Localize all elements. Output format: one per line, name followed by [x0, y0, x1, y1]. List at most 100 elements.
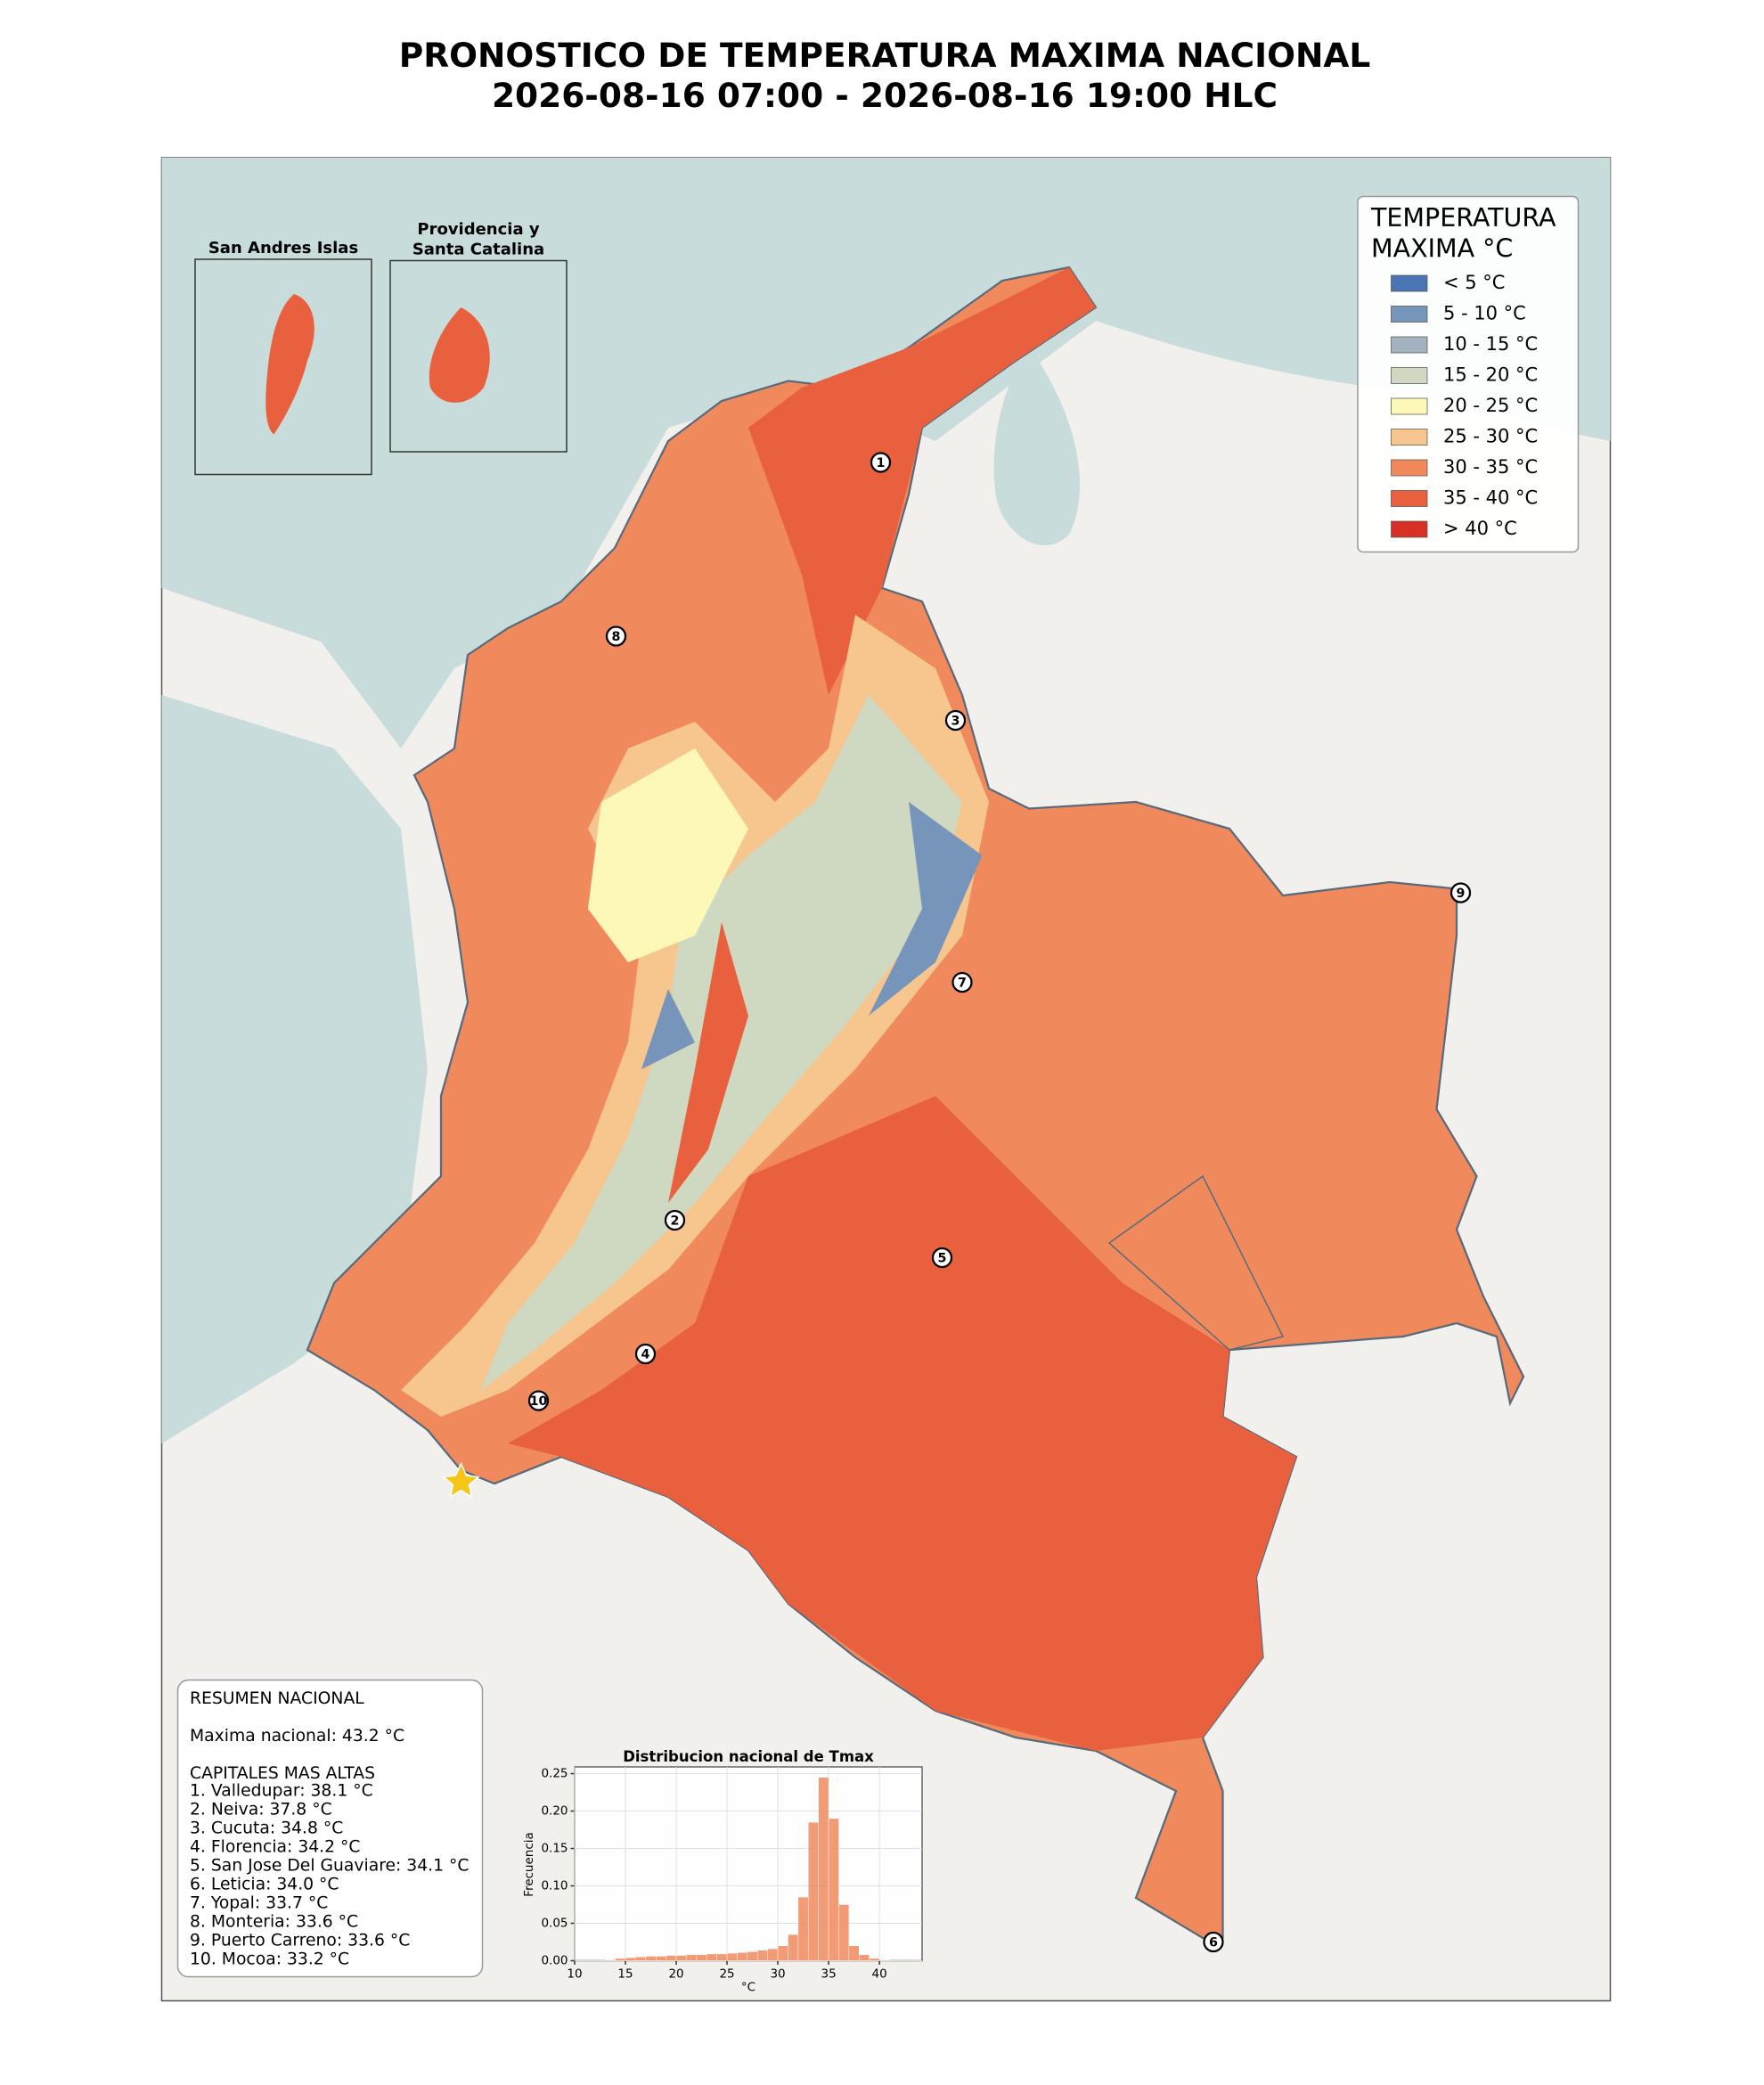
legend-label: 5 - 10 °C [1443, 303, 1526, 324]
bar [696, 1954, 707, 1961]
marker-label: 9 [1457, 887, 1466, 901]
summary-title: RESUMEN NACIONAL [190, 1689, 364, 1708]
summary-line: 9. Puerto Carreno: 33.6 °C [190, 1932, 410, 1950]
bar [808, 1821, 819, 1961]
bar [645, 1956, 657, 1961]
bar [686, 1954, 698, 1961]
x-axis-label: °C [741, 1981, 755, 1995]
inset-title: Santa Catalina [412, 241, 544, 259]
bar [625, 1957, 636, 1961]
y-tick-label: 0.05 [541, 1917, 568, 1931]
y-tick-label: 0.25 [541, 1767, 568, 1781]
summary: RESUMEN NACIONAL Maxima nacional: 43.2 °… [176, 1679, 484, 1978]
lake [993, 348, 1081, 546]
legend: TEMPERATURA MAXIMA °C < 5 °C 5 - 10 °C 10 … [1357, 195, 1580, 553]
marker-label: 5 [938, 1251, 947, 1265]
x-tick-label: 15 [617, 1967, 633, 1982]
legend-label: 35 - 40 °C [1443, 487, 1538, 509]
legend-swatch [1391, 520, 1428, 538]
y-tick-label: 0.00 [541, 1954, 568, 1968]
summary-line: 6. Leticia: 34.0 °C [190, 1876, 339, 1894]
legend-swatch [1391, 459, 1428, 477]
bar [838, 1904, 850, 1961]
marker-circle [634, 1343, 657, 1365]
title: PRONOSTICO DE TEMPERATURA MAXIMA NACIONA… [399, 36, 1371, 75]
bar [848, 1945, 860, 1961]
marker-circle [605, 626, 627, 647]
marker-label: 4 [641, 1347, 650, 1361]
bar [777, 1945, 788, 1961]
summary-line: 4. Florencia: 34.2 °C [190, 1838, 361, 1857]
legend-title: MAXIMA °C [1371, 234, 1513, 264]
legend-label: < 5 °C [1443, 272, 1505, 293]
bar [818, 1777, 829, 1961]
andes [588, 748, 748, 962]
marker-label: 3 [951, 714, 960, 728]
inset-title: Providencia y [417, 220, 539, 239]
marker-label: 6 [1209, 1935, 1218, 1950]
marker-circle [931, 1247, 953, 1269]
y-axis-label: Frecuencia [522, 1832, 536, 1897]
bar [747, 1951, 758, 1961]
marker-label: 2 [671, 1214, 680, 1228]
hist-title: Distribucion nacional de Tmax [623, 1748, 874, 1765]
legend-label: 30 - 35 °C [1443, 456, 1538, 478]
marker-label: 1 [877, 456, 886, 470]
legend-swatch [1391, 274, 1428, 292]
peaks [641, 802, 983, 1069]
legend-label: 15 - 20 °C [1443, 364, 1538, 386]
valley [668, 922, 748, 1203]
y-tick-label: 0.10 [541, 1879, 568, 1893]
x-tick-label: 20 [668, 1967, 683, 1982]
inset-title: San Andres Islas [208, 239, 358, 258]
summary-line: 8. Monteria: 33.6 °C [190, 1913, 358, 1932]
bar [635, 1957, 647, 1961]
bar [604, 1959, 616, 1961]
bar [716, 1953, 728, 1961]
marker-label: 7 [958, 976, 967, 990]
legend-swatch [1391, 367, 1428, 384]
bar [869, 1958, 880, 1961]
legend-label: 25 - 30 °C [1443, 426, 1538, 447]
x-tick-label: 40 [872, 1967, 887, 1982]
markers: 1 2 3 4 5 6 7 8 9 10 [527, 452, 1472, 1953]
border [1107, 1174, 1285, 1351]
bar [615, 1958, 626, 1961]
marker-circle [870, 452, 892, 473]
legend-swatch [1391, 336, 1428, 354]
bar [757, 1950, 768, 1961]
summary-line: 3. Cucuta: 34.8 °C [190, 1819, 343, 1838]
bar [726, 1952, 738, 1961]
bar [859, 1954, 870, 1961]
x-tick-label: 35 [821, 1967, 836, 1982]
marker-circle [1203, 1931, 1224, 1953]
island [429, 307, 490, 403]
hot-region [508, 1096, 1296, 1751]
bar [878, 1959, 890, 1961]
summary-line: 5. San Jose Del Guaviare: 34.1 °C [190, 1857, 469, 1876]
hot-region [748, 267, 1096, 695]
bar [737, 1952, 748, 1961]
marker-label: 10 [530, 1394, 548, 1409]
bar [767, 1948, 779, 1961]
legend-swatch [1391, 397, 1428, 415]
bar [656, 1956, 666, 1961]
legend-swatch [1391, 429, 1428, 446]
plot-area [574, 1766, 923, 1962]
legend-label: 10 - 15 °C [1443, 333, 1538, 355]
summary-line: 1. Valledupar: 38.1 °C [190, 1782, 373, 1801]
summary-line: 7. Yopal: 33.7 °C [190, 1894, 328, 1913]
bar [666, 1955, 677, 1961]
x-tick-label: 10 [567, 1967, 582, 1982]
summary-line: 10. Mocoa: 33.2 °C [190, 1950, 349, 1969]
legend-label: > 40 °C [1443, 518, 1517, 539]
marker-circle [664, 1209, 686, 1231]
title: 2026-08-16 07:00 - 2026-08-16 19:00 HLC [492, 76, 1278, 115]
marker-circle [527, 1390, 550, 1411]
y-tick-label: 0.20 [541, 1804, 568, 1819]
marker-circle [951, 971, 973, 993]
legend-title: TEMPERATURA [1370, 203, 1556, 233]
legend-label: 20 - 25 °C [1443, 395, 1538, 416]
legend-swatch [1391, 306, 1428, 323]
